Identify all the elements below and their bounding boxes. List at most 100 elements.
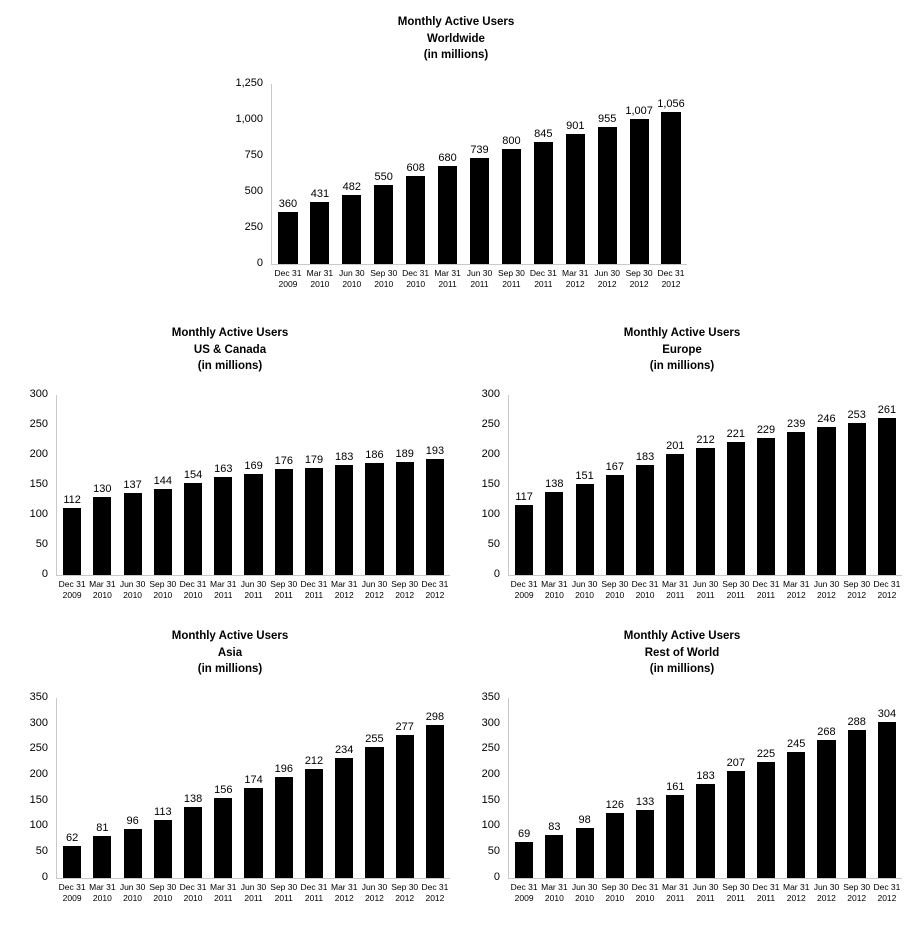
bar-group: 955	[591, 84, 623, 265]
x-axis-label-year: 2009	[514, 590, 534, 601]
y-axis-tick-label: 750	[244, 149, 263, 162]
x-axis-label: Dec 31 2012	[420, 882, 450, 905]
x-axis-label-quarter: Sep 30	[843, 578, 871, 589]
x-axis-label-year: 2011	[274, 893, 293, 904]
bar-value-label: 680	[438, 152, 457, 165]
plot-area: 360 431 482 550 608 680 739 800 845 901 955 1,007 1,…	[271, 84, 687, 266]
x-axis-label: Jun 30 2011	[464, 268, 496, 291]
y-axis-tick-label: 50	[487, 845, 500, 858]
y-axis-tick-label: 300	[481, 716, 500, 729]
bar	[533, 142, 553, 265]
x-axis-label-year: 2011	[304, 590, 324, 601]
bar-value-label: 268	[817, 726, 836, 739]
x-axis-label-year: 2012	[395, 893, 415, 904]
x-axis-label-year: 2010	[342, 279, 362, 290]
x-axis-label: Jun 30 2011	[690, 882, 720, 905]
x-axis-label-quarter: Mar 31	[306, 268, 334, 279]
x-axis-label: Mar 31 2010	[87, 882, 117, 905]
x-axis-label-year: 2012	[395, 590, 415, 601]
x-axis-label-year: 2012	[425, 893, 445, 904]
x-axis-label-quarter: Mar 31	[662, 881, 689, 892]
bar-value-label: 117	[515, 490, 533, 503]
x-axis-label-year: 2010	[183, 893, 203, 904]
x-axis-label: Dec 31 2010	[630, 882, 660, 905]
x-axis-label-quarter: Sep 30	[843, 881, 871, 892]
bar-group: 212	[690, 395, 720, 575]
x-axis-label: Dec 31 2010	[178, 579, 208, 602]
bar-value-label: 176	[274, 455, 293, 468]
chart-worldwide: Monthly Active Users Worldwide (in million…	[225, 14, 687, 291]
x-axis-label-quarter: Mar 31	[89, 578, 116, 589]
bar-group: 112	[57, 395, 87, 575]
x-axis-label: Sep 30 2010	[600, 882, 630, 905]
bar	[342, 194, 362, 265]
bar	[787, 751, 806, 878]
bar-value-label: 83	[548, 821, 561, 834]
chart-title: Monthly Active Users Europe (in millions)	[462, 325, 902, 375]
x-axis-label: Dec 31 2011	[751, 579, 781, 602]
bar-group: 156	[208, 698, 238, 878]
x-axis-label: Dec 31 2009	[509, 882, 539, 905]
bar-value-label: 550	[374, 170, 393, 183]
bar-value-label: 246	[817, 413, 836, 426]
plot-area: 112 130 137 144 154 163 169 176 179 183 186 189 193	[56, 394, 450, 576]
bar-value-label: 201	[666, 440, 685, 453]
chart-region-line: Europe	[662, 343, 702, 356]
bar	[756, 437, 776, 575]
y-axis-tick-label: 350	[481, 690, 500, 703]
bar-value-label: 608	[406, 162, 425, 175]
x-axis-label: Jun 30 2011	[690, 579, 720, 602]
x-axis-label-quarter: Sep 30	[391, 578, 419, 589]
x-axis-label-year: 2011	[214, 893, 233, 904]
chart-unit-line: (in millions)	[197, 360, 263, 373]
x-axis-label-quarter: Sep 30	[497, 268, 525, 279]
bar-group: 183	[690, 698, 720, 878]
x-axis-label: Dec 31 2012	[655, 268, 687, 291]
bar	[214, 477, 233, 575]
x-axis-label-quarter: Sep 30	[625, 268, 653, 279]
x-axis-label: Mar 31 2010	[539, 579, 569, 602]
bar-group: 183	[630, 395, 660, 575]
bar	[274, 777, 293, 878]
bar-value-label: 138	[545, 478, 564, 491]
bar-group: 288	[842, 698, 872, 878]
x-axis-label-year: 2010	[544, 590, 564, 601]
y-axis-tick-label: 100	[481, 819, 500, 832]
chart-title-line: Monthly Active Users	[397, 16, 515, 28]
x-axis-label-year: 2009	[514, 893, 534, 904]
bar-value-label: 431	[310, 187, 330, 200]
x-axis-label: Mar 31 2011	[432, 268, 464, 291]
bar-group: 221	[721, 395, 751, 575]
y-axis-tick-label: 350	[29, 690, 48, 703]
bar-group: 151	[569, 395, 599, 575]
bar-group: 277	[390, 698, 420, 878]
x-axis-label-quarter: Dec 31	[402, 268, 430, 279]
x-axis-label-quarter: Dec 31	[58, 578, 86, 589]
bar-group: 212	[299, 698, 329, 878]
bar-group: 117	[509, 395, 539, 575]
y-axis-tick-label: 150	[481, 477, 500, 490]
bar-value-label: 955	[598, 112, 617, 125]
chart-region-line: US & Canada	[193, 343, 267, 356]
x-axis-label-year: 2011	[304, 893, 324, 904]
x-axis-label-quarter: Dec 31	[510, 578, 538, 589]
y-axis-tick-label: 100	[29, 819, 48, 832]
x-axis-label: Jun 30 2010	[117, 882, 147, 905]
bar-group: 174	[238, 698, 268, 878]
bar-group: 144	[148, 395, 178, 575]
chart-title: Monthly Active Users Rest of World (in mil…	[462, 628, 902, 678]
bar-value-label: 304	[877, 707, 897, 720]
bar	[469, 157, 490, 265]
x-axis-label: Sep 30 2012	[842, 579, 872, 602]
bar-group: 298	[420, 698, 450, 878]
y-axis-tick-label: 0	[493, 870, 500, 883]
bar-value-label: 193	[425, 445, 445, 458]
bar-group: 96	[117, 698, 147, 878]
bar-value-label: 169	[244, 459, 263, 472]
x-axis-label: Dec 31 2012	[872, 579, 902, 602]
bar	[123, 828, 142, 878]
y-axis-tick-label: 50	[35, 845, 48, 858]
chart-region-line: Asia	[217, 646, 243, 659]
bar	[183, 806, 203, 878]
bar-group: 225	[751, 698, 781, 878]
